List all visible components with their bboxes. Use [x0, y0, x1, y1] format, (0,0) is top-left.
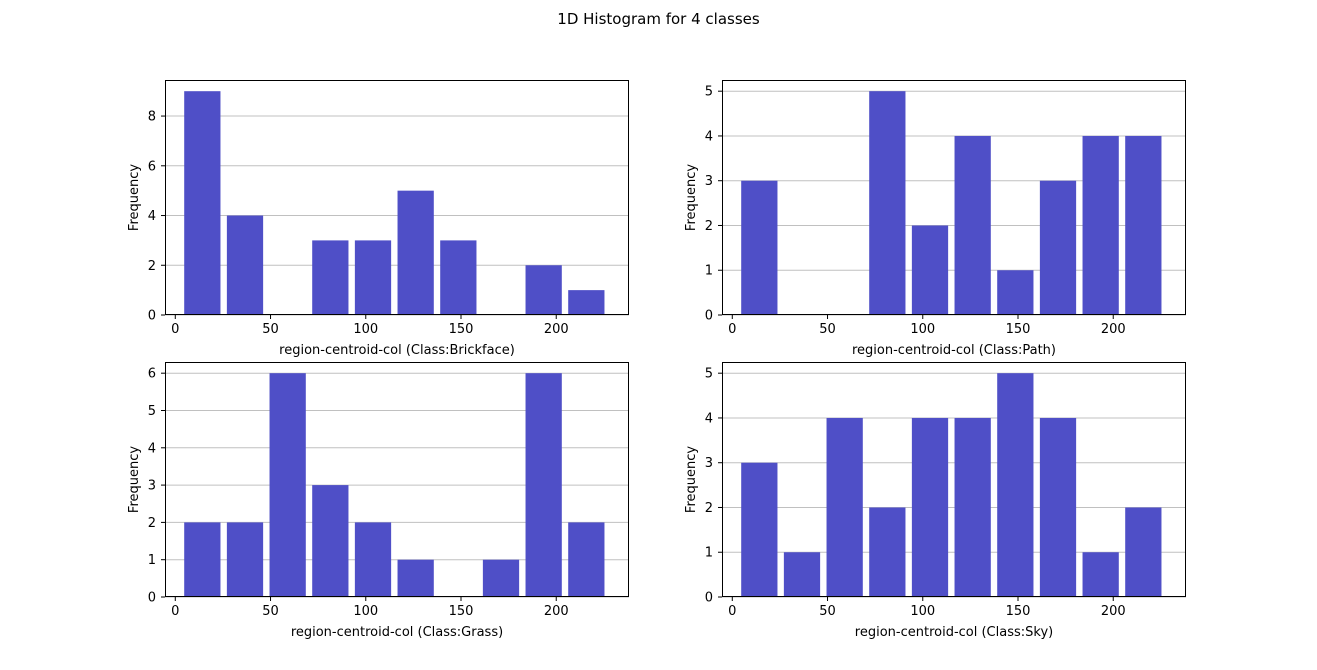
axes-frame — [722, 80, 1186, 315]
histogram-bar — [1125, 135, 1162, 315]
histogram-bar — [783, 552, 821, 597]
x-tick-label: 150 — [1006, 604, 1031, 619]
histogram-bar — [997, 373, 1034, 597]
y-tick-label: 1 — [705, 264, 713, 279]
y-tick-label: 1 — [148, 553, 156, 568]
y-tick-label: 4 — [705, 129, 713, 144]
histogram-path: 0 50 100 150 200 0 1 2 3 4 5 region-centroid-col (C… — [684, 80, 1186, 358]
histogram-brickface: 0 50 100 150 200 0 2 4 6 8 region-centroid-col (Cl… — [127, 80, 629, 358]
histogram-grass: 0 50 100 150 200 0 1 2 3 4 5 6 region-centroid-col (… — [127, 362, 629, 640]
x-tick-label: 0 — [171, 322, 179, 337]
x-tick-label: 50 — [819, 322, 836, 337]
y-axis-label: Frequency — [684, 446, 699, 513]
x-tick-label: 100 — [910, 322, 935, 337]
y-tick-label: 3 — [705, 174, 713, 189]
x-tick-label: 0 — [171, 604, 179, 619]
histogram-bar — [397, 559, 434, 597]
y-tick-label: 2 — [148, 516, 156, 531]
histogram-bar — [226, 215, 264, 315]
y-axis-label: Frequency — [684, 164, 699, 231]
y-tick-label: 5 — [705, 85, 713, 100]
x-tick-label: 0 — [728, 322, 736, 337]
histogram-bar — [440, 240, 477, 315]
axes-frame — [165, 362, 629, 597]
histogram-bar — [954, 135, 991, 315]
x-tick-label: 50 — [262, 322, 279, 337]
histogram-bar — [869, 91, 906, 315]
y-tick-label: 2 — [148, 259, 156, 274]
x-tick-label: 200 — [544, 322, 569, 337]
x-tick-label: 150 — [449, 604, 474, 619]
y-axis-label: Frequency — [127, 164, 142, 231]
x-axis-label: region-centroid-col (Class:Sky) — [855, 625, 1053, 640]
x-tick-label: 100 — [353, 604, 378, 619]
y-tick-label: 3 — [148, 479, 156, 494]
y-tick-label: 0 — [705, 591, 713, 606]
x-tick-label: 200 — [1101, 604, 1126, 619]
y-tick-label: 2 — [705, 501, 713, 516]
y-axis-label: Frequency — [127, 446, 142, 513]
histogram-bar — [741, 180, 778, 315]
x-tick-label: 50 — [819, 604, 836, 619]
y-tick-label: 1 — [705, 546, 713, 561]
x-axis-label: region-centroid-col (Class:Grass) — [291, 625, 503, 640]
x-tick-label: 50 — [262, 604, 279, 619]
histogram-bar — [911, 225, 949, 315]
y-tick-label: 2 — [705, 219, 713, 234]
axes-frame — [165, 80, 629, 315]
y-tick-label: 4 — [148, 441, 156, 456]
histogram-bar — [826, 417, 863, 597]
histogram-sky: 0 50 100 150 200 0 1 2 3 4 5 region-centroid-col (C… — [684, 362, 1186, 640]
histogram-bar — [184, 522, 221, 597]
y-tick-label: 0 — [148, 309, 156, 324]
y-tick-label: 5 — [705, 367, 713, 382]
histogram-bar — [997, 270, 1034, 315]
histogram-bar — [1125, 507, 1162, 597]
y-tick-label: 6 — [148, 367, 156, 382]
x-tick-label: 150 — [449, 322, 474, 337]
histogram-bar — [269, 373, 306, 597]
histogram-bar — [954, 417, 991, 597]
y-tick-label: 4 — [705, 411, 713, 426]
histogram-bar — [1082, 552, 1119, 597]
histogram-bar — [869, 507, 906, 597]
x-tick-label: 100 — [353, 322, 378, 337]
histogram-bar — [525, 265, 562, 315]
histogram-bar — [525, 373, 562, 597]
histogram-bar — [226, 522, 264, 597]
figure-suptitle: 1D Histogram for 4 classes — [557, 10, 760, 28]
x-axis-label: region-centroid-col (Class:Brickface) — [279, 343, 515, 358]
y-tick-label: 5 — [148, 404, 156, 419]
y-tick-label: 8 — [148, 110, 156, 125]
histogram-bar — [354, 522, 392, 597]
histogram-bar — [1039, 180, 1077, 315]
histogram-bar — [568, 522, 605, 597]
histogram-bar — [911, 417, 949, 597]
y-tick-label: 6 — [148, 159, 156, 174]
histogram-bar — [482, 559, 520, 597]
x-tick-label: 200 — [1101, 322, 1126, 337]
x-tick-label: 150 — [1006, 322, 1031, 337]
histogram-bar — [354, 240, 392, 315]
histogram-bar — [1039, 417, 1077, 597]
x-tick-label: 200 — [544, 604, 569, 619]
axes-frame — [722, 362, 1186, 597]
histogram-bar — [568, 290, 605, 315]
histogram-bar — [312, 485, 349, 597]
histogram-bar — [184, 91, 221, 315]
x-tick-label: 100 — [910, 604, 935, 619]
histogram-bar — [1082, 135, 1119, 315]
y-tick-label: 3 — [705, 456, 713, 471]
x-tick-label: 0 — [728, 604, 736, 619]
histogram-bar — [312, 240, 349, 315]
y-tick-label: 4 — [148, 209, 156, 224]
histogram-bar — [741, 462, 778, 597]
histogram-bar — [397, 190, 434, 315]
y-tick-label: 0 — [705, 309, 713, 324]
x-axis-label: region-centroid-col (Class:Path) — [852, 343, 1056, 358]
y-tick-label: 0 — [148, 591, 156, 606]
